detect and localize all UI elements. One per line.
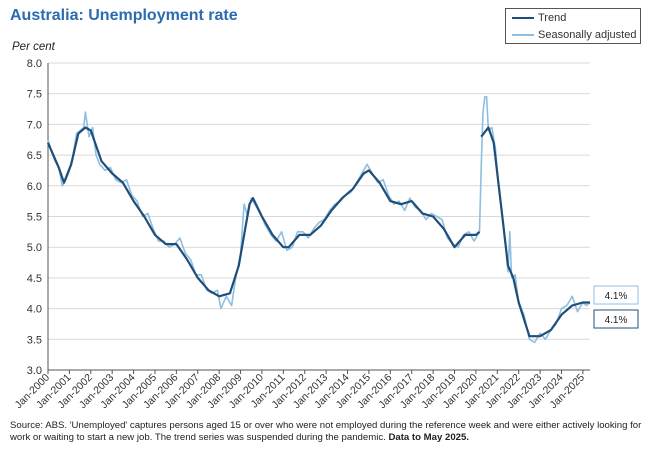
seasonally-adjusted-line xyxy=(47,96,591,344)
source-note: Source: ABS. 'Unemployed' captures perso… xyxy=(10,420,642,444)
y-tick-label: 5.0 xyxy=(27,242,42,254)
legend-item-seasonally-adjusted: Seasonally adjusted xyxy=(512,27,636,43)
y-tick-label: 3.5 xyxy=(27,334,42,346)
source-note-text: Source: ABS. 'Unemployed' captures perso… xyxy=(10,420,642,443)
end-value-labels: 4.1% 4.1% xyxy=(593,285,639,329)
end-label-box xyxy=(593,309,639,329)
end-value-label: 4.1% xyxy=(605,315,628,326)
legend-swatch-trend xyxy=(512,17,534,19)
y-tick-label: 5.5 xyxy=(27,212,42,224)
y-axis-ticks: 3.0 3.5 4.0 4.5 5.0 5.5 6.0 6.5 7.0 7.5 8.0 xyxy=(27,58,42,377)
trend-line xyxy=(46,126,481,298)
grid-lines xyxy=(48,62,590,371)
y-tick-label: 6.5 xyxy=(27,150,42,162)
trend-line xyxy=(480,126,590,338)
legend-label-trend: Trend xyxy=(538,12,567,24)
y-axis-label: Per cent xyxy=(12,41,56,53)
y-tick-label: 7.5 xyxy=(27,89,42,101)
y-tick-label: 3.0 xyxy=(27,365,42,377)
y-tick-label: 8.0 xyxy=(27,58,42,70)
legend-item-trend: Trend xyxy=(512,10,566,26)
y-tick-label: 4.5 xyxy=(27,273,42,285)
end-value-label: 4.1% xyxy=(605,291,628,302)
legend-swatch-seasonally-adjusted xyxy=(512,34,534,36)
y-tick-label: 7.0 xyxy=(27,119,42,131)
chart-legend: Trend Seasonally adjusted xyxy=(505,8,641,44)
chart-title: Australia: Unemployment rate xyxy=(10,7,238,24)
x-axis-ticks: Jan-2000Jan-2001Jan-2002Jan-2003Jan-2004… xyxy=(13,63,590,411)
y-tick-label: 6.0 xyxy=(27,181,42,193)
source-note-emphasis: Data to May 2025. xyxy=(388,432,469,443)
y-tick-label: 4.0 xyxy=(27,304,42,316)
end-label-box xyxy=(593,285,639,305)
legend-label-seasonally-adjusted: Seasonally adjusted xyxy=(538,29,637,41)
series-lines xyxy=(46,96,591,344)
